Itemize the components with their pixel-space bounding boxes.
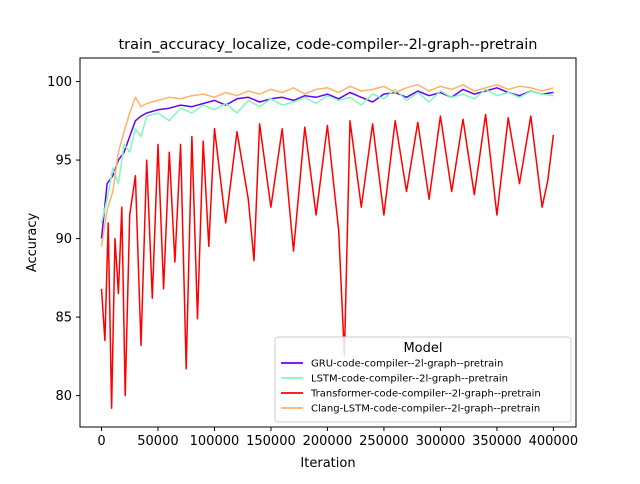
- series-line-gru: [100, 87, 554, 239]
- y-tick-label: 100: [47, 75, 72, 90]
- x-tick-label: 400000: [529, 434, 579, 449]
- legend-label-gru: GRU-code-compiler--2l-graph--pretrain: [311, 359, 503, 370]
- y-tick-label: 95: [55, 154, 72, 169]
- legend-box: [274, 336, 572, 423]
- y-axis-label: Accuracy: [25, 213, 40, 273]
- x-tick-label: 300000: [416, 434, 466, 449]
- series-line-lstm: [100, 88, 554, 224]
- x-tick-label: 150000: [246, 434, 296, 449]
- legend: Model GRU-code-compiler--2l-graph--pretr…: [274, 336, 572, 423]
- x-tick-label: 200000: [303, 434, 353, 449]
- legend-label-lstm: LSTM-code-compiler--2l-graph--pretrain: [311, 374, 508, 385]
- chart-title: train_accuracy_localize, code-compiler--…: [119, 37, 538, 53]
- x-tick-label: 50000: [137, 434, 178, 449]
- legend-entries: GRU-code-compiler--2l-graph--pretrain LST…: [281, 359, 541, 415]
- x-tick-label: 350000: [472, 434, 522, 449]
- x-tick-label: 100000: [190, 434, 240, 449]
- x-tick-label: 250000: [359, 434, 409, 449]
- y-tick-label: 80: [55, 389, 72, 404]
- series-line-transformer: [100, 113, 555, 409]
- legend-title: Model: [403, 341, 442, 356]
- y-axis: 80 85 90 95 100: [47, 75, 80, 404]
- x-axis-label: Iteration: [300, 456, 355, 471]
- series-line-clang-lstm: [100, 83, 554, 247]
- y-tick-label: 90: [55, 232, 72, 247]
- x-tick-label: 0: [97, 434, 105, 449]
- plot-area: [79, 57, 577, 428]
- legend-label-clang-lstm: Clang-LSTM-code-compiler--2l-graph--pret…: [311, 404, 540, 415]
- x-axis: 0 50000 100000 150000 200000 250000 300000 3500…: [97, 427, 578, 449]
- legend-label-transformer: Transformer-code-compiler--2l-graph--pre…: [310, 389, 541, 400]
- y-tick-label: 85: [55, 311, 72, 326]
- series-layer: [100, 83, 555, 409]
- plot-frame: [79, 57, 577, 428]
